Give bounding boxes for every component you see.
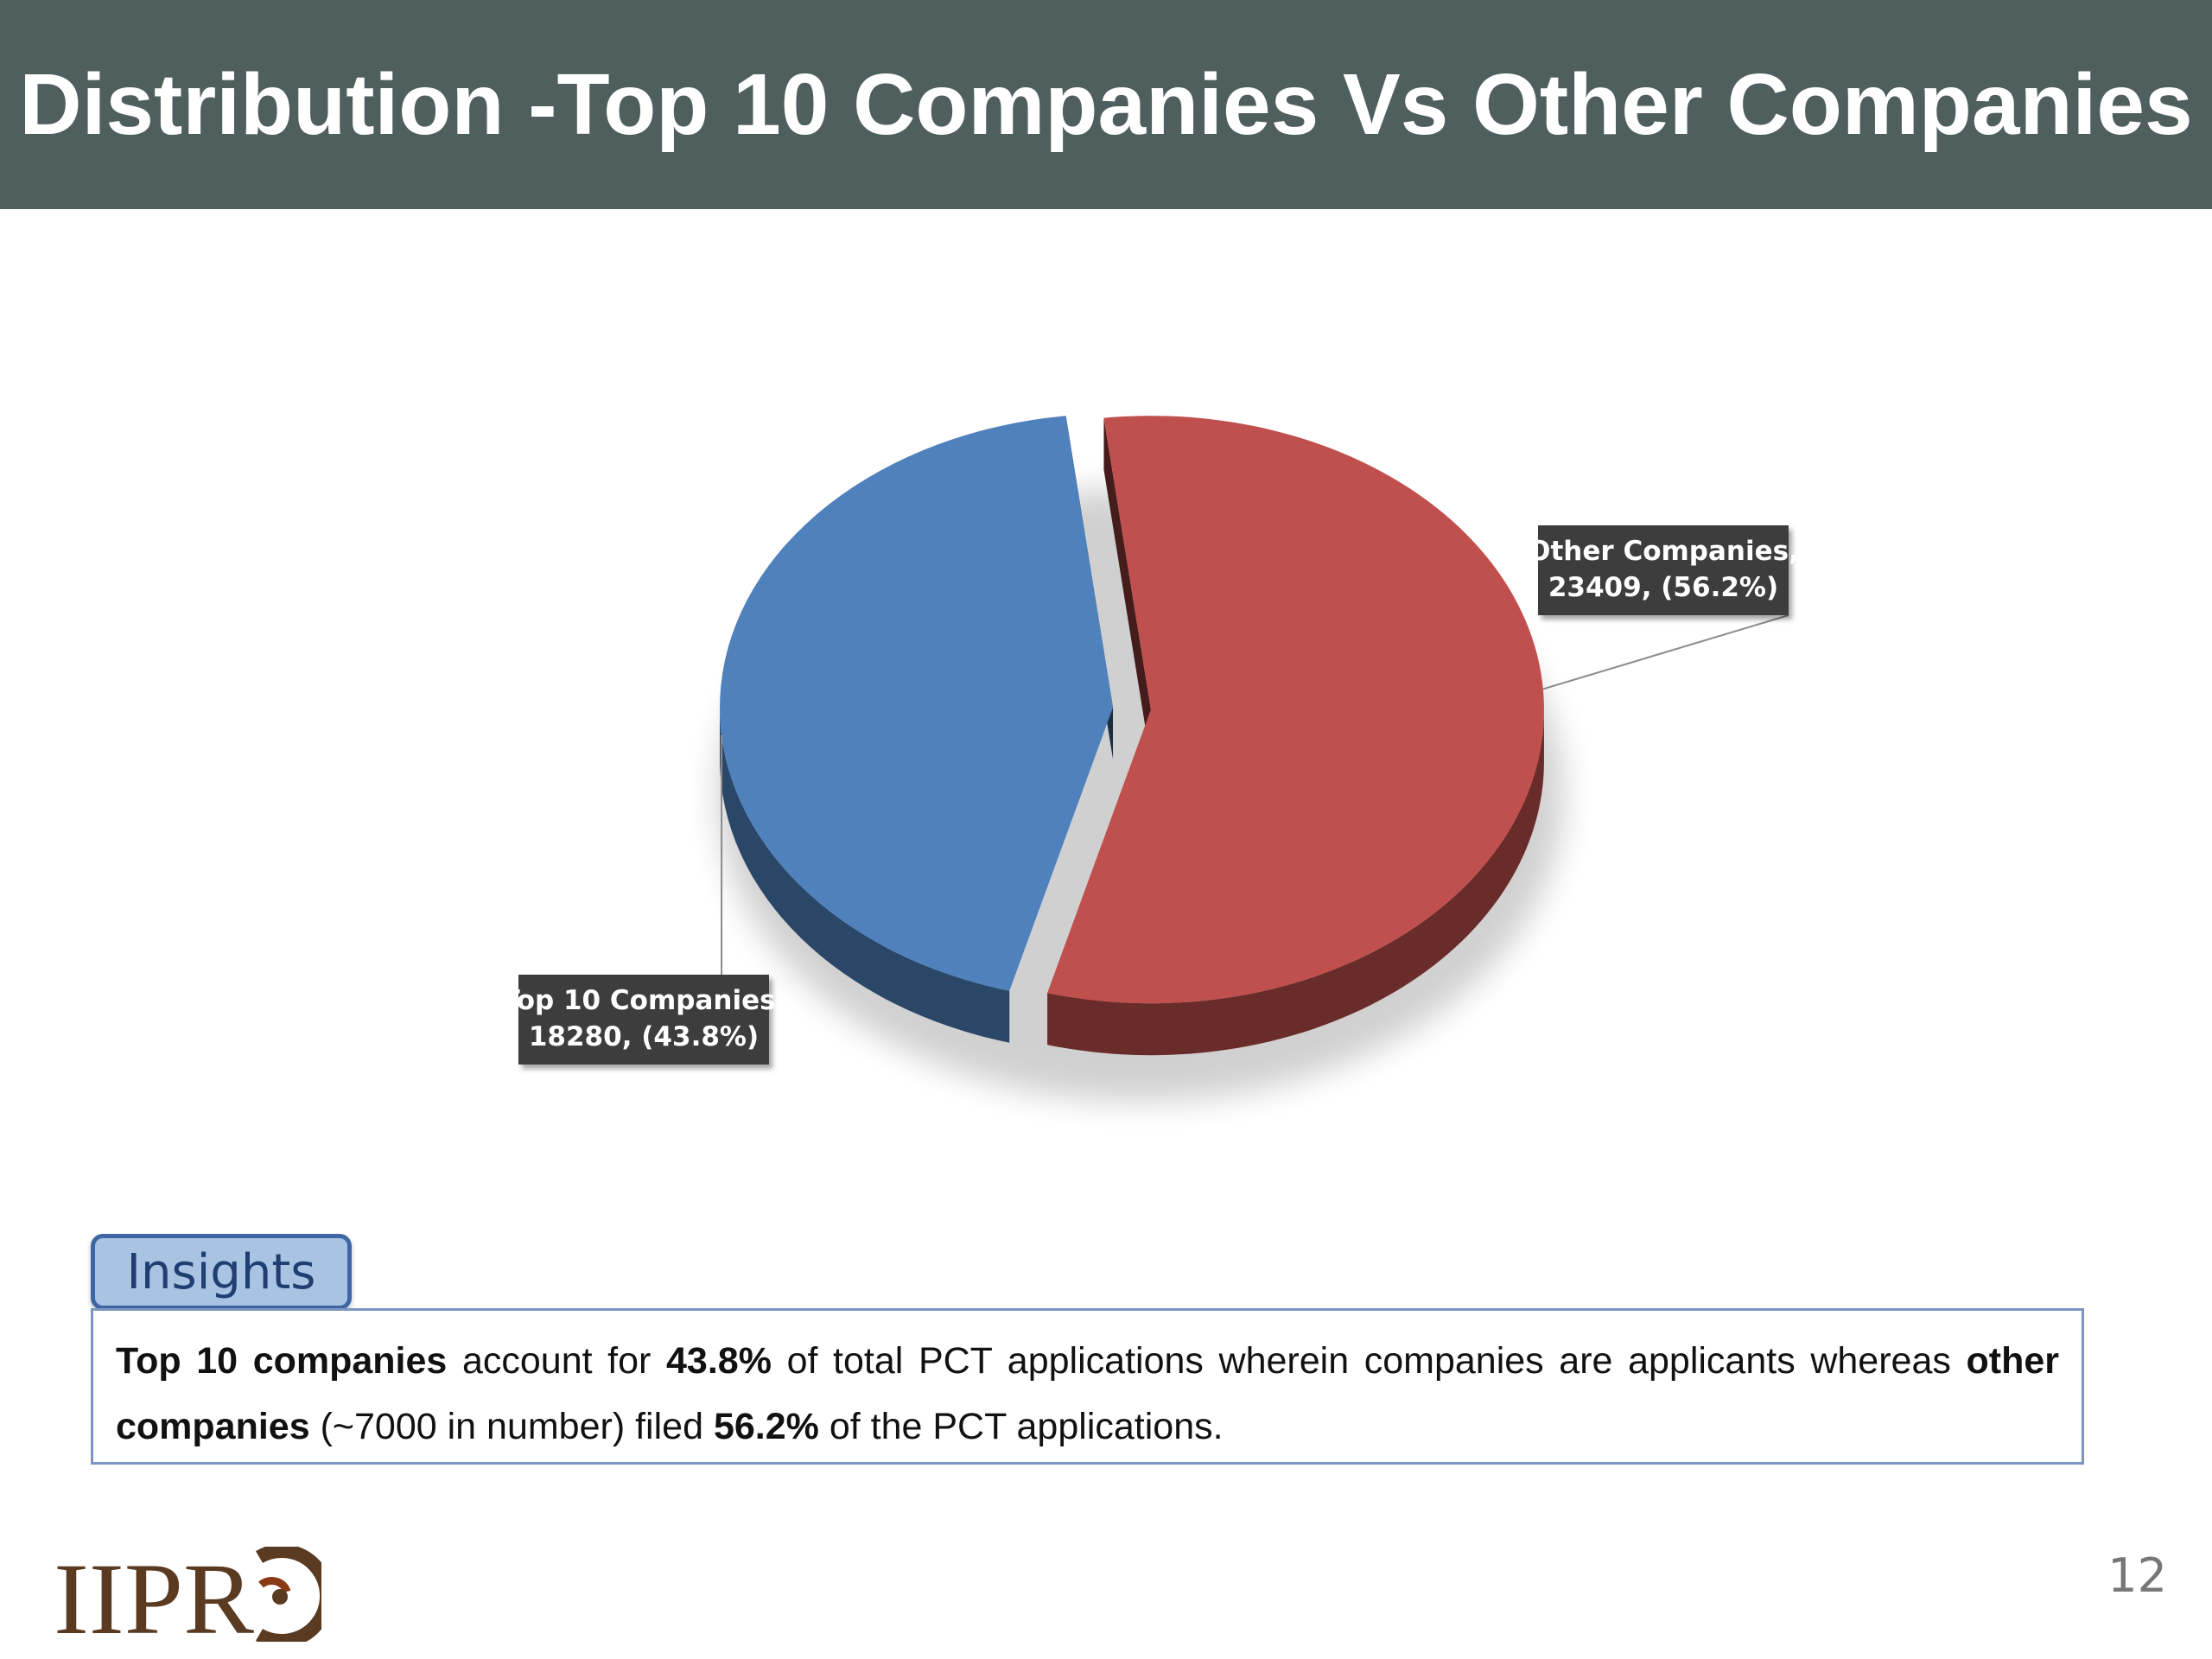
data-label-top-10-companies: 18280, (43.8%) [529, 1021, 759, 1052]
logo-text: IIPR [54, 1547, 254, 1642]
insights-text: Top 10 companies account for 43.8% of to… [116, 1328, 2059, 1459]
data-label-other-companies: Other Companies, [1528, 536, 1799, 567]
data-label-top-10-companies: Top 10 Companies, [502, 985, 786, 1016]
insights-fragment: account for [447, 1340, 666, 1382]
pie-cut-other-companies [1103, 417, 1151, 762]
pie-side-top-10-companies [720, 707, 1010, 1043]
slide-title: Distribution -Top 10 Companies Vs Other … [19, 56, 2193, 153]
insights-tab: Insights [91, 1234, 352, 1310]
insights-fragment: of total PCT applications wherein compan… [771, 1340, 1967, 1382]
insights-fragment: (~7000 in number) filed [309, 1406, 714, 1447]
insights-box: Top 10 companies account for 43.8% of to… [91, 1308, 2084, 1465]
slide-header: Distribution -Top 10 Companies Vs Other … [0, 0, 2212, 209]
insights-highlight: 43.8% [666, 1340, 772, 1382]
iiprd-logo: IIPR [54, 1547, 321, 1642]
insights-tab-label: Insights [126, 1243, 316, 1300]
insights-fragment: of the PCT applications. [818, 1406, 1224, 1447]
pie-chart: Top 10 Companies, 18280, (43.8%) Other Com… [502, 416, 1799, 1102]
page-number: 12 [2107, 1548, 2167, 1603]
pie-slice-top-10-companies [720, 416, 1114, 991]
data-label-box-top-10-companies [518, 975, 769, 1065]
leader-line-other-companies [1542, 614, 1789, 690]
insights-highlight: Top 10 companies [116, 1340, 448, 1382]
pie-slice-other-companies [1047, 416, 1544, 1004]
insights-highlight: 56.2% [713, 1406, 819, 1447]
data-label-box-other-companies [1538, 525, 1789, 615]
insights-highlight: other companies [116, 1340, 2059, 1447]
pie-side-other-companies [1047, 709, 1544, 1056]
data-label-other-companies: 23409, (56.2%) [1548, 572, 1778, 603]
